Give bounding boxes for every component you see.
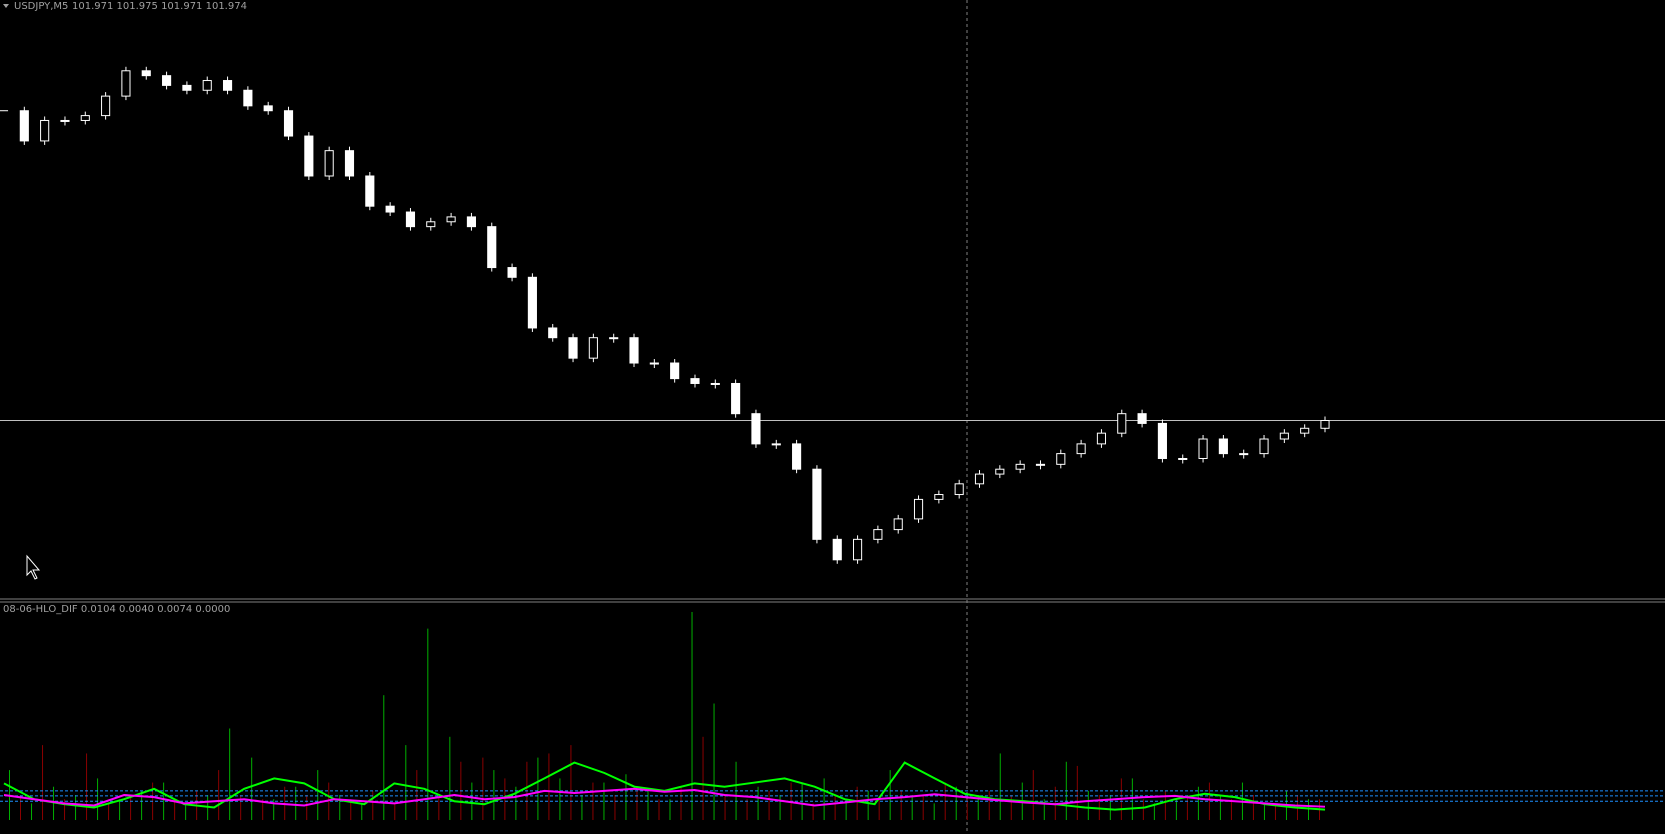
candle	[812, 468, 822, 540]
candle	[893, 518, 903, 531]
candle	[19, 110, 29, 142]
candle	[974, 473, 985, 485]
candle	[1157, 422, 1167, 459]
candle	[304, 135, 314, 177]
candle	[1096, 432, 1107, 445]
candle	[1259, 438, 1269, 455]
candle	[263, 105, 273, 112]
candle	[283, 110, 294, 137]
candle	[162, 75, 172, 86]
candle	[731, 382, 741, 415]
candle	[141, 70, 151, 77]
candle	[1117, 413, 1127, 434]
candle	[182, 84, 192, 91]
candle	[670, 362, 680, 380]
candle	[466, 216, 476, 228]
candle	[426, 221, 436, 228]
candle	[853, 538, 863, 561]
candle	[40, 119, 50, 142]
candle	[913, 498, 924, 520]
candle	[954, 483, 964, 496]
candle	[1279, 432, 1289, 440]
candle	[405, 211, 416, 228]
candle	[751, 413, 761, 445]
candle	[1056, 453, 1066, 465]
symbol-menu-arrow[interactable]	[3, 4, 9, 8]
candle	[324, 150, 334, 177]
candle	[1076, 443, 1086, 455]
candle	[1239, 453, 1249, 456]
candle	[710, 382, 720, 385]
candle	[527, 276, 537, 329]
mouse-cursor	[26, 554, 41, 580]
candle	[548, 327, 558, 339]
candle	[1300, 427, 1310, 434]
candle	[507, 267, 517, 278]
candle	[365, 175, 375, 207]
candle	[792, 443, 802, 470]
candle	[649, 362, 659, 365]
candle	[60, 119, 70, 122]
candle	[771, 443, 781, 446]
candle	[487, 226, 497, 269]
ohlc: 101.971 101.975 101.971 101.974	[72, 1, 247, 12]
candle	[1178, 457, 1188, 460]
candle	[1320, 420, 1330, 429]
candle	[446, 216, 456, 223]
candle	[80, 115, 90, 121]
candle	[1137, 413, 1147, 424]
candle	[385, 205, 395, 213]
candle	[243, 89, 253, 107]
candle	[1218, 438, 1228, 455]
candle	[121, 70, 131, 97]
candle	[202, 80, 212, 91]
candle	[690, 378, 700, 384]
candle	[934, 494, 944, 500]
candle	[222, 80, 233, 91]
candle	[995, 468, 1005, 475]
indicator-label: 08-06-HLO_DIF 0.0104 0.0040 0.0074 0.000…	[3, 604, 230, 615]
candle	[588, 337, 598, 359]
candle	[873, 529, 883, 540]
indicator-line	[3, 787, 1326, 808]
candle	[568, 337, 578, 359]
symbol: USDJPY,M5	[14, 1, 68, 12]
candle	[832, 538, 842, 561]
candle	[609, 337, 619, 340]
candle	[344, 150, 355, 177]
candle	[1035, 463, 1046, 466]
candle	[1198, 438, 1208, 459]
candle	[1015, 463, 1025, 470]
candle	[629, 337, 639, 364]
candle	[101, 95, 111, 117]
